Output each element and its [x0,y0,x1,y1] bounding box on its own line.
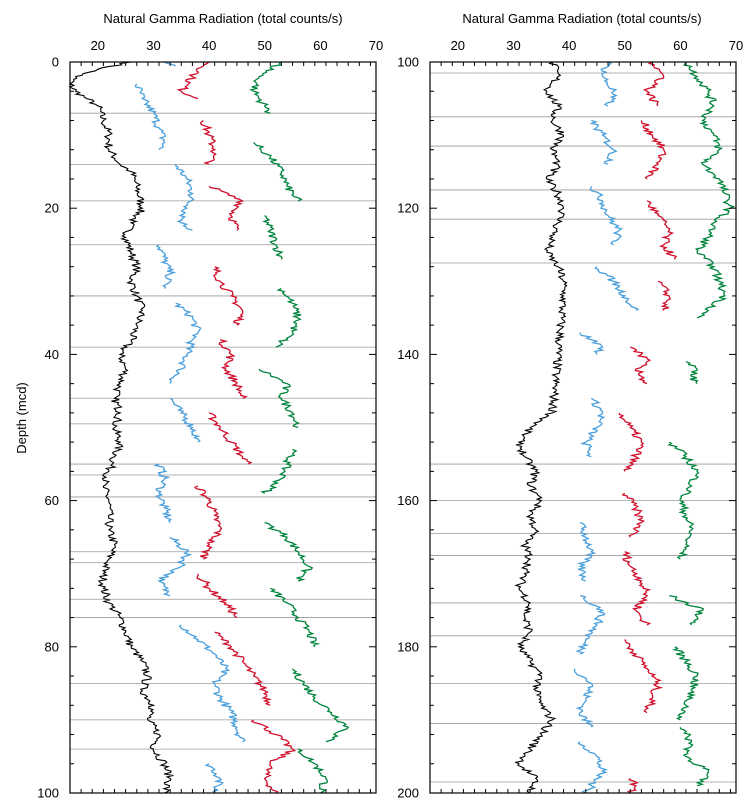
plot-frame [69,61,377,794]
y-tick-label: 80 [45,639,59,654]
series3-trace [640,120,667,180]
series2-trace [204,763,224,794]
y-tick-label: 0 [52,55,59,70]
plot-frame [429,61,737,794]
series4-trace [249,61,282,114]
series4-trace [667,441,700,560]
x-tick-label: 60 [673,38,687,53]
series2-trace [576,521,597,582]
series3-trace [622,551,652,626]
x-tick-label: 40 [202,38,216,53]
series1-trace [68,61,174,794]
series2-trace [175,164,195,231]
depth-panel-right: 20 30 40 50 60 70 100 120 140 160 180 200 Natural Ga… [397,11,743,801]
depth-panel-left: 20 30 40 50 60 70 0 20 40 60 80 100 Natural Gamma Ra… [37,11,383,801]
series2-trace [178,624,246,743]
series4-trace [672,646,699,721]
y-tick-label: 140 [397,347,419,362]
series4-trace [262,215,284,260]
series3-trace [626,778,639,794]
y-tick-label: 200 [397,786,419,801]
series3-trace [646,200,678,260]
series2-trace [577,741,608,794]
x-tick-label: 40 [562,38,576,53]
series3-trace [207,412,253,465]
series2-trace [168,302,202,384]
x-tick-label: 70 [369,38,383,53]
series3-trace [618,412,645,472]
series4-trace [269,587,321,648]
series2-trace [589,186,624,246]
series4-trace [260,448,298,494]
y-tick-label: 60 [45,493,59,508]
series4-trace [253,141,303,202]
series4-trace [291,668,350,743]
x-tick-label: 20 [91,38,105,53]
series4-trace [679,727,710,787]
series3-trace [218,339,248,399]
series3-trace [212,266,245,326]
series2-trace [155,244,177,289]
series2-trace [600,61,618,107]
series4-trace [258,368,300,429]
series3-trace [642,61,665,107]
y-tick-label: 40 [45,347,59,362]
x-axis-label: Natural Gamma Radiation (total counts/s) [103,11,342,26]
x-tick-label: 50 [617,38,631,53]
series3-trace [657,280,672,311]
y-tick-label: 120 [397,201,419,216]
series2-trace [594,266,640,312]
x-tick-label: 50 [257,38,271,53]
series2-trace [575,594,606,655]
series2-trace [152,463,173,523]
series2-trace [157,536,193,597]
x-tick-label: 20 [451,38,465,53]
series2-trace [580,397,606,458]
series4-trace [685,361,699,385]
x-tick-label: 70 [729,38,743,53]
series4-trace [264,521,314,582]
y-tick-label: 20 [45,201,59,216]
series3-trace [208,185,245,231]
series3-trace [624,639,664,714]
series3-trace [630,346,652,385]
series2-trace [169,397,201,443]
y-tick-label: 100 [37,786,59,801]
series4-trace [669,594,705,626]
series3-trace [193,485,223,560]
series1-trace [514,61,568,794]
x-axis-label: Natural Gamma Radiation (total counts/s) [462,11,701,26]
y-tick-label: 160 [397,493,419,508]
series4-trace [275,288,302,348]
series3-trace [196,573,239,619]
y-tick-label: 180 [397,639,419,654]
series3-trace [621,492,646,538]
series3-trace [250,719,297,794]
series2-trace [573,668,595,728]
x-tick-label: 30 [506,38,520,53]
series2-trace [579,332,605,355]
series3-trace [214,631,272,706]
x-tick-label: 60 [313,38,327,53]
y-tick-label: 100 [397,55,419,70]
series3-trace [199,119,217,165]
y-axis-label: Depth (mcd) [14,382,29,454]
x-tick-label: 30 [146,38,160,53]
series4-trace [297,748,329,794]
series3-trace [176,61,210,100]
series2-trace [589,119,618,165]
series4-trace [683,61,736,319]
series2-trace [134,83,166,151]
